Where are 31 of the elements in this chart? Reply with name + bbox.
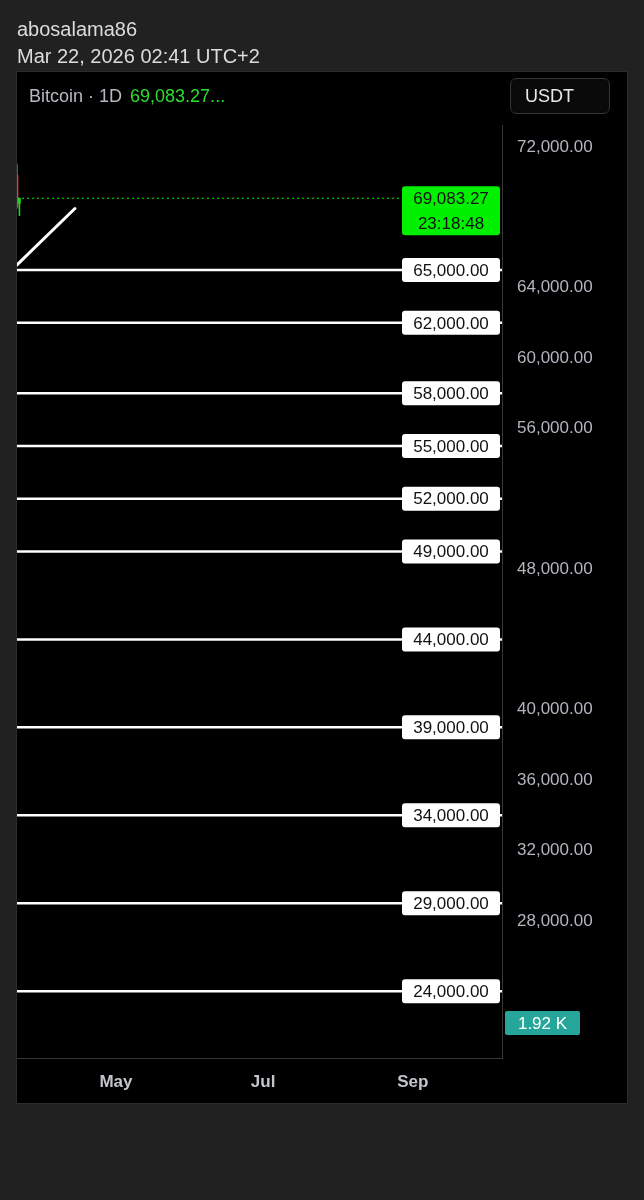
ref-line-label: 29,000.00 [413,893,489,913]
y-tick-label: 40,000.00 [517,699,593,719]
text: USDT [510,78,610,114]
ref-line-label: 69,083.27 [413,188,489,208]
text: 1.92 K [517,1013,568,1033]
y-tick-label: 32,000.00 [517,840,593,860]
ref-line-label: 34,000.00 [413,805,489,825]
y-tick-label: 28,000.00 [517,910,593,930]
text: abosalama86 [17,17,138,41]
annotation: 23:18:48 [417,213,485,233]
text: 69,083.27... [130,86,226,106]
ref-line-label: 65,000.00 [413,260,489,280]
ref-line-label: 58,000.00 [413,383,489,403]
x-tick-label: May [99,1071,134,1091]
ref-line-label: 49,000.00 [413,542,489,562]
ref-line-label: 52,000.00 [413,489,489,509]
x-tick-label: Sep [397,1071,429,1091]
y-tick-label: 48,000.00 [517,558,593,578]
y-tick-label: 56,000.00 [517,418,593,438]
ref-line-label: 55,000.00 [413,436,489,456]
y-tick-label: 64,000.00 [517,277,593,297]
ref-line-label: 44,000.00 [413,630,489,650]
chart-title: Bitcoin · 1D [29,86,123,106]
y-tick-label: 36,000.00 [517,769,593,789]
text: Mar 22, 2026 02:41 UTC+2 [17,44,260,68]
y-tick-label: 72,000.00 [517,136,593,156]
ref-line-label: 24,000.00 [413,981,489,1001]
y-tick-label: 60,000.00 [517,347,593,367]
ref-line-label: 39,000.00 [413,718,489,738]
ref-line-label: 62,000.00 [413,313,489,333]
x-tick-label: Jul [250,1071,276,1091]
